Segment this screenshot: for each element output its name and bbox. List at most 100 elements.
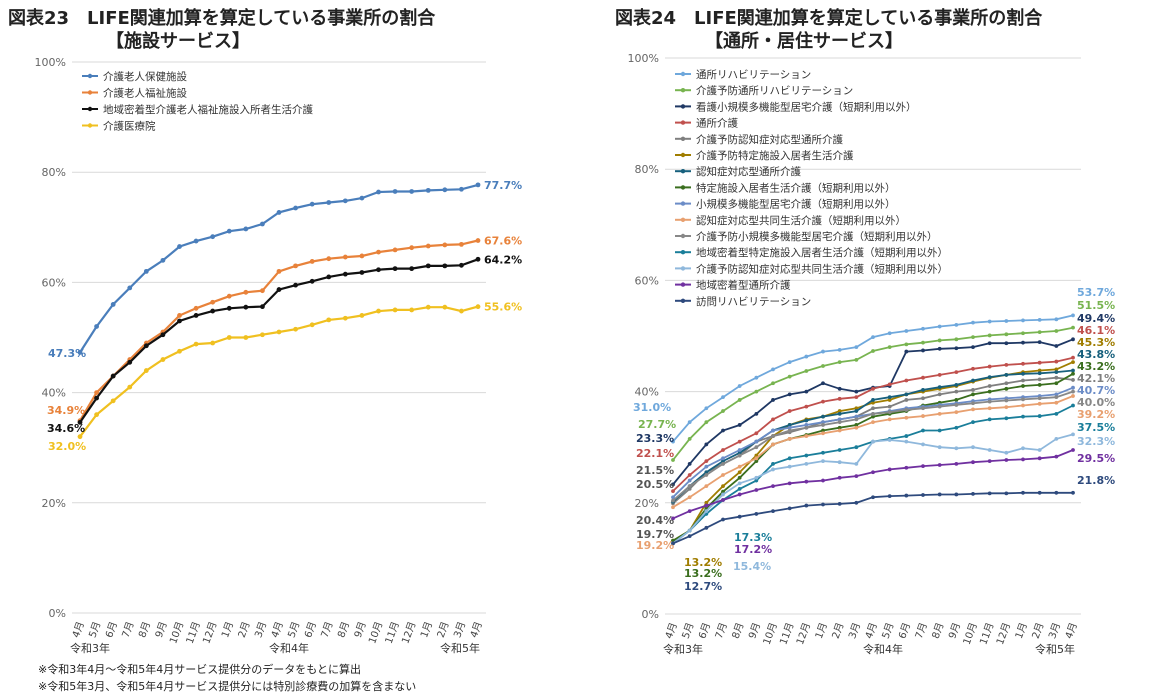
data-label-start: 17.3% [734, 531, 772, 544]
data-point [671, 505, 675, 510]
data-point [937, 385, 942, 390]
y-tick-label: 60% [635, 274, 659, 287]
data-point [971, 345, 975, 350]
data-point [260, 332, 265, 338]
data-point [887, 417, 892, 422]
data-point [854, 474, 859, 479]
data-point [293, 326, 298, 332]
data-point [737, 492, 742, 497]
data-point [1037, 371, 1042, 376]
data-point [854, 425, 859, 430]
legend-label: 介護予防特定施設入居者生活介護 [696, 149, 854, 162]
data-point [1021, 457, 1025, 462]
x-tick-label: 5月 [286, 620, 303, 639]
data-point [854, 461, 859, 466]
data-point [871, 420, 875, 425]
x-tick-label: 4月 [269, 620, 286, 639]
data-point [1021, 378, 1025, 383]
data-label-start: 32.0% [48, 440, 86, 453]
data-point [837, 360, 842, 365]
data-point [1004, 405, 1009, 410]
legend-label: 通所介護 [696, 117, 738, 130]
data-point [837, 409, 842, 413]
data-point [1021, 414, 1025, 419]
data-label-end: 21.8% [1077, 474, 1115, 487]
data-point [854, 345, 859, 350]
series-line [672, 491, 1073, 545]
data-point [704, 500, 709, 505]
data-point [871, 400, 875, 405]
data-label-end: 49.4% [1077, 312, 1115, 325]
legend-label: 地域密着型特定施設入居者生活介護（短期利用以外） [696, 246, 948, 259]
data-point [987, 491, 992, 496]
data-point [771, 509, 775, 514]
data-point [854, 500, 859, 505]
x-year-label: 令和3年 [70, 641, 110, 655]
data-point [243, 335, 249, 340]
data-label-end: 37.5% [1077, 421, 1115, 434]
data-point [987, 459, 992, 463]
data-label-end: 43.2% [1077, 360, 1115, 373]
data-point [1071, 385, 1075, 390]
data-point [804, 461, 809, 466]
legend-marker [680, 136, 686, 141]
data-point [837, 448, 842, 452]
data-label-end: 42.1% [1077, 372, 1115, 385]
data-point [1037, 317, 1042, 322]
data-point [1054, 317, 1059, 322]
chart-title-left: 図表23 LIFE関連加算を算定している事業所の割合 [8, 8, 436, 29]
data-point [971, 388, 975, 392]
data-label-end: 77.7% [484, 179, 522, 192]
x-tick-label: 7月 [120, 620, 137, 639]
data-point [804, 453, 809, 458]
data-point [854, 406, 859, 411]
data-point [937, 492, 942, 497]
data-point [442, 187, 448, 193]
legend-label: 特定施設入居者生活介護（短期利用以外） [696, 181, 896, 194]
data-point [1004, 319, 1009, 323]
data-point [1021, 384, 1025, 388]
data-point [243, 289, 249, 295]
legend-label: 介護医療院 [103, 120, 156, 133]
data-point [921, 442, 925, 447]
data-point [887, 331, 892, 336]
data-point [871, 406, 875, 411]
data-point [821, 423, 825, 427]
legend-label: 介護予防通所リハビリテーション [696, 84, 853, 97]
data-point [737, 453, 742, 458]
data-point [687, 534, 692, 539]
data-label-start: 20.5% [636, 478, 674, 491]
data-point [921, 375, 925, 380]
data-point [904, 398, 909, 402]
data-point [821, 428, 825, 433]
data-point [987, 399, 992, 404]
data-point [1071, 368, 1075, 373]
legend-marker [680, 282, 686, 287]
data-point [787, 392, 792, 397]
data-point [821, 364, 825, 368]
data-point [671, 458, 675, 462]
data-point [904, 392, 909, 397]
data-label-start: 17.2% [734, 543, 772, 556]
data-point [704, 473, 709, 477]
x-tick-label: 1月 [813, 621, 830, 640]
x-tick-label: 2月 [1030, 621, 1047, 640]
data-point [459, 186, 464, 192]
data-point [210, 299, 216, 305]
legend-label: 介護老人保健施設 [103, 70, 187, 83]
data-point [326, 256, 332, 262]
data-point [954, 446, 959, 451]
data-label-start: 20.4% [636, 514, 674, 527]
x-tick-label: 4月 [663, 621, 680, 640]
legend-label: 小規模多機能型居宅介護（短期利用以外） [696, 198, 896, 211]
data-point [1037, 414, 1042, 418]
y-tick-label: 60% [42, 276, 66, 289]
data-label-start: 13.2% [684, 556, 722, 569]
data-point [837, 428, 842, 433]
data-point [1037, 383, 1042, 387]
data-point [787, 436, 792, 441]
data-point [821, 459, 825, 463]
data-point [971, 420, 975, 425]
data-label-start: 19.2% [636, 539, 674, 552]
